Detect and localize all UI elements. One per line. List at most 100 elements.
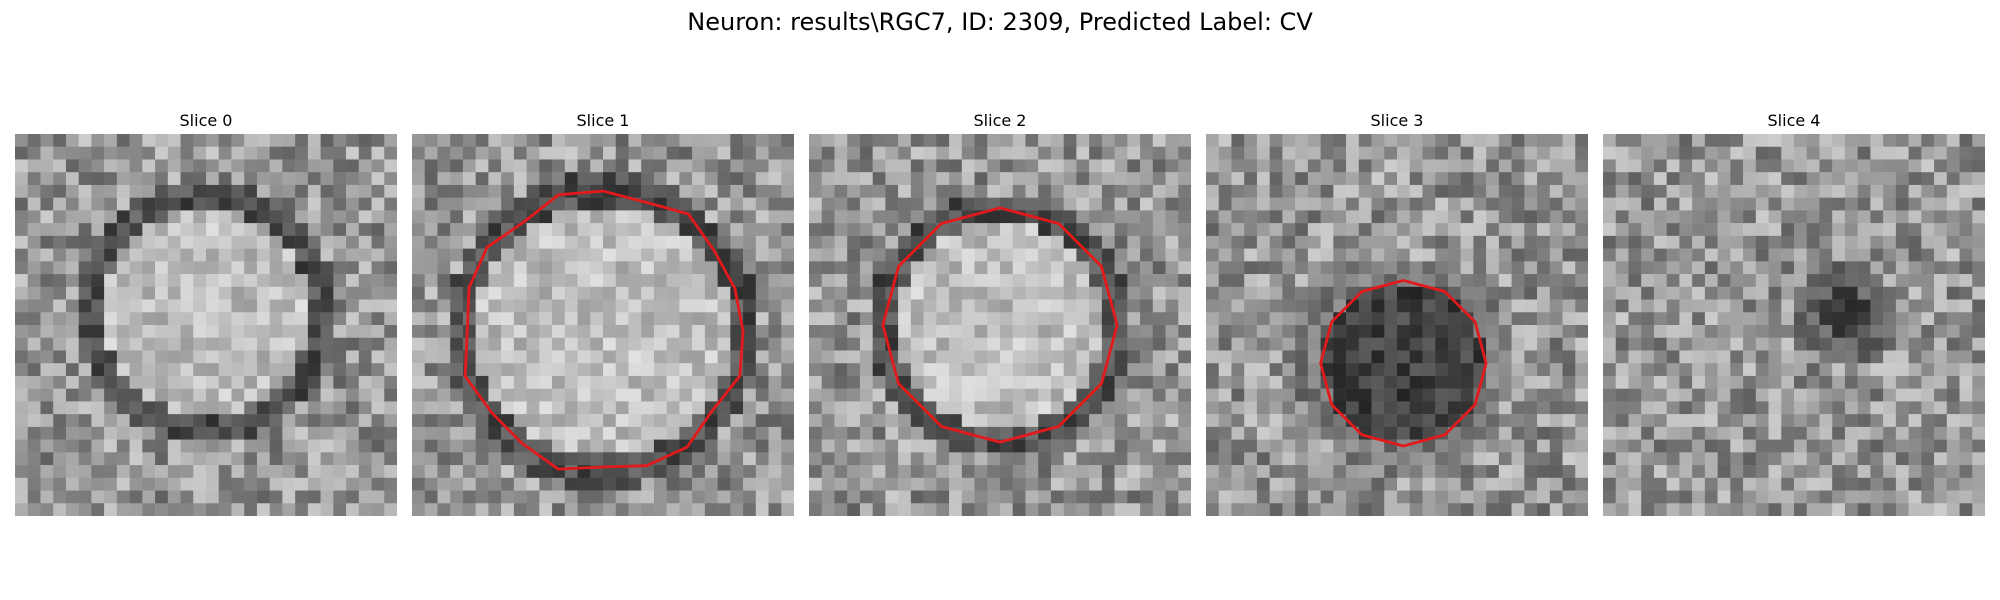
pixel [437,452,451,466]
pixel [743,439,757,453]
pixel [653,134,667,147]
pixel [65,134,79,147]
pixel [987,477,1001,491]
pixel [526,172,540,186]
pixel [1152,134,1166,147]
pixel [1486,223,1500,237]
pixel [1743,465,1757,479]
pixel [755,337,769,351]
pixel [437,375,451,389]
pixel [1946,452,1960,466]
pixel [1857,503,1871,516]
pixel [1755,375,1769,389]
pixel [1000,248,1013,262]
pixel [1730,312,1744,326]
pixel [1422,146,1436,160]
pixel [1435,248,1449,262]
pixel [834,325,848,338]
pixel [167,325,181,338]
pixel [1819,375,1833,389]
pixel [1562,350,1576,364]
pixel [1806,490,1820,504]
pixel [539,490,553,504]
pixel [155,401,169,415]
pixel [1269,350,1283,364]
pixel [501,286,515,300]
pixel [539,248,553,262]
pixel [526,414,540,428]
pixel [1435,235,1449,249]
pixel [1908,426,1922,440]
pixel [269,414,283,428]
pixel [1435,439,1449,453]
pixel [1038,299,1052,313]
pixel [1537,414,1551,428]
pixel [142,274,156,288]
pixel [1692,325,1706,338]
pixel [320,261,334,275]
pixel [1089,210,1103,224]
pixel [1692,134,1706,147]
pixel [1934,197,1948,211]
pixel [167,197,181,211]
pixel [346,426,360,440]
pixel [1692,503,1706,516]
pixel [1101,312,1115,326]
pixel [346,146,360,160]
pixel [1781,134,1795,147]
pixel [371,312,385,326]
pixel [692,134,706,147]
pixel [1717,146,1731,160]
pixel [450,337,464,351]
pixel [1012,248,1026,262]
pixel [1152,426,1166,440]
pixel [961,439,975,453]
pixel [1857,159,1871,173]
pixel [847,503,861,516]
pixel [603,210,616,224]
pixel [1346,261,1360,275]
pixel [27,465,41,479]
pixel [987,261,1001,275]
pixel [218,375,232,389]
pixel [193,197,207,211]
pixel [1524,197,1538,211]
pixel [1704,388,1718,402]
pixel [834,261,848,275]
pixel [78,184,92,198]
pixel [1781,197,1795,211]
pixel [91,274,105,288]
pixel [346,452,360,466]
pixel [1959,477,1973,491]
pixel [1883,299,1897,313]
pixel [1371,452,1385,466]
pixel [1768,274,1782,288]
pixel [1768,325,1782,338]
pixel [1089,197,1103,211]
pixel [269,210,283,224]
pixel [1603,503,1616,516]
pixel [1244,210,1258,224]
pixel [450,465,464,479]
pixel [320,490,334,504]
pixel [717,235,731,249]
pixel [513,197,527,211]
pixel [834,286,848,300]
pixel [1384,235,1398,249]
pixel [501,223,515,237]
pixel [206,490,219,504]
pixel [809,503,822,516]
pixel [180,414,194,428]
pixel [577,325,591,338]
pixel [475,350,489,364]
pixel [564,223,578,237]
pixel [424,274,438,288]
pixel [1743,388,1757,402]
pixel [1101,184,1115,198]
pixel [1282,337,1296,351]
pixel [821,337,835,351]
pixel [346,134,360,147]
pixel [1076,375,1090,389]
pixel [910,363,924,377]
pixel [872,337,886,351]
